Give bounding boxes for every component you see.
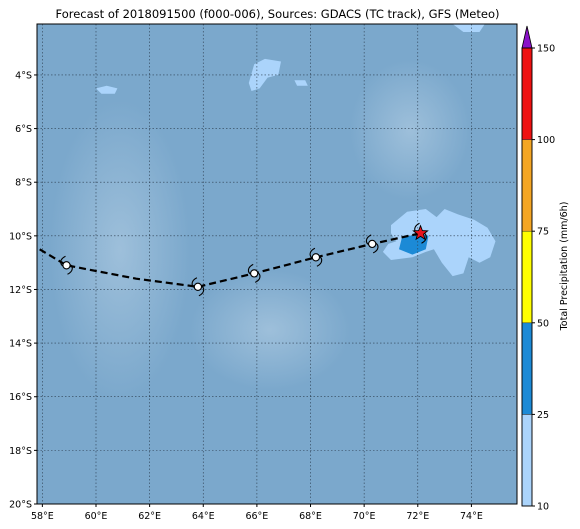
longitude-axis: 58°E 60°E 62°E 64°E 66°E 68°E 70°E 72°E 74°E <box>31 504 483 522</box>
lon-tick-label: 64°E <box>192 511 215 522</box>
lat-tick-label: 18°S <box>9 446 32 457</box>
colorbar-band <box>521 230 533 324</box>
colorbar-band <box>521 322 533 415</box>
lat-tick-label: 12°S <box>9 285 32 296</box>
precip-moderate-core <box>399 233 429 255</box>
cyclone-track <box>39 222 429 297</box>
lat-tick-label: 8°S <box>15 178 32 189</box>
lon-tick-label: 74°E <box>460 511 483 522</box>
colorbar-tick-label: 75 <box>537 227 549 238</box>
colorbar-band <box>521 47 533 140</box>
map-panel <box>36 23 518 505</box>
haze-east <box>350 60 470 200</box>
haze-west <box>50 100 190 400</box>
colorbar-tick-label: 25 <box>537 410 549 421</box>
lat-tick-label: 4°S <box>15 70 32 81</box>
haze-central <box>190 270 350 390</box>
tropical-cyclone-icon <box>309 247 323 267</box>
tropical-cyclone-icon <box>60 255 73 275</box>
colorbar-title: Total Precipitation (mm/6h) <box>559 202 570 332</box>
lon-tick-label: 70°E <box>353 511 376 522</box>
current-position-star-icon <box>412 222 429 244</box>
colorbar-tick-label: 10 <box>537 502 549 513</box>
track-line <box>39 232 421 288</box>
latitude-axis: 4°S 6°S 8°S 10°S 12°S 14°S 16°S 18°S 20°S <box>9 70 37 511</box>
tropical-cyclone-icon <box>365 234 379 254</box>
lon-tick-label: 58°E <box>31 511 54 522</box>
figure-title: Forecast of 2018091500 (f000-006), Sourc… <box>55 7 500 21</box>
lon-tick-label: 62°E <box>138 511 161 522</box>
colorbar-band <box>521 414 533 507</box>
lat-tick-label: 14°S <box>9 339 32 350</box>
colorbar: 10 25 50 75 100 150 <box>521 25 555 513</box>
colorbar-tick-label: 100 <box>537 135 555 146</box>
lon-tick-label: 60°E <box>85 511 108 522</box>
precip-light-patch-west <box>96 85 118 94</box>
colorbar-band <box>521 139 533 232</box>
tropical-cyclone-icon <box>247 263 261 283</box>
colorbar-extend-triangle <box>521 25 533 49</box>
lon-tick-label: 72°E <box>406 511 429 522</box>
cloud-haze <box>50 60 470 400</box>
lon-tick-label: 66°E <box>245 511 268 522</box>
precip-light-main-band <box>382 209 496 277</box>
precip-light-patch-top <box>452 24 485 32</box>
lat-tick-label: 20°S <box>9 500 32 511</box>
colorbar-tick-label: 150 <box>537 44 555 55</box>
colorbar-frame <box>521 47 533 507</box>
lat-tick-label: 10°S <box>9 231 32 242</box>
tropical-cyclone-icon <box>191 277 205 297</box>
map-frame <box>36 23 518 505</box>
colorbar-tick-label: 50 <box>537 318 549 329</box>
lat-tick-label: 6°S <box>15 124 32 135</box>
lon-tick-label: 68°E <box>299 511 322 522</box>
lat-tick-label: 16°S <box>9 392 32 403</box>
precip-light-patch-mid <box>294 80 308 86</box>
